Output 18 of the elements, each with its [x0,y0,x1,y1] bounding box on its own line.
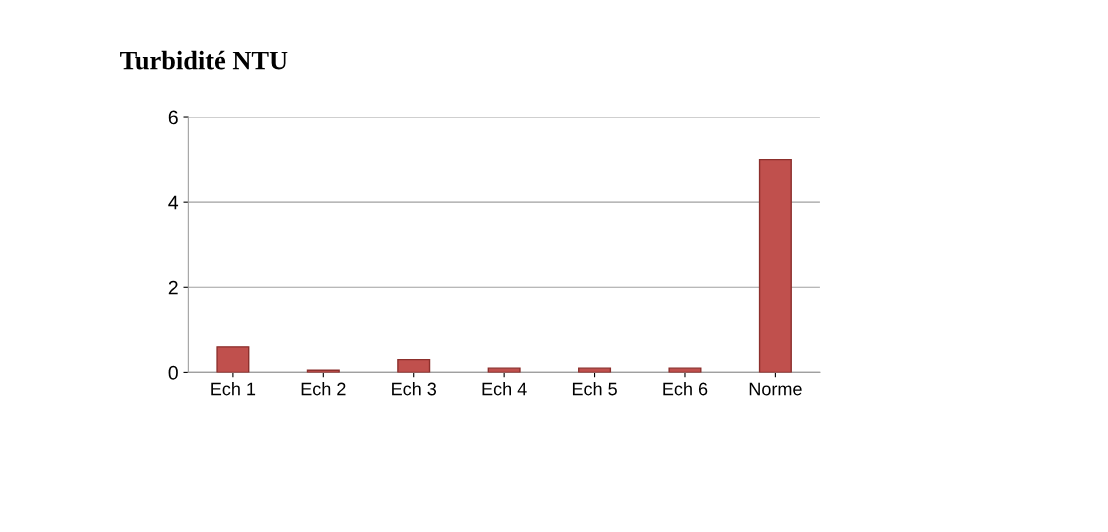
bar [397,358,431,373]
x-tick-label: Ech 2 [301,382,346,396]
x-tick-label: Ech 4 [482,382,527,396]
bar [668,367,702,373]
bar [758,158,792,373]
y-tick-label: 4 [168,195,179,210]
chart-title: Turbidité NTU [120,50,288,70]
y-tick-label: 0 [168,365,178,380]
x-tick-label: Norme [749,382,802,396]
x-tick-label: Ech 1 [211,382,256,396]
x-tick-label: Ech 5 [572,382,617,396]
y-tick-label: 2 [168,280,178,295]
bar [487,367,521,373]
bar [578,367,612,373]
y-tick-label: 6 [168,110,178,125]
x-tick-label: Ech 6 [663,382,708,396]
bar [216,346,250,373]
x-tick-label: Ech 3 [392,382,437,396]
